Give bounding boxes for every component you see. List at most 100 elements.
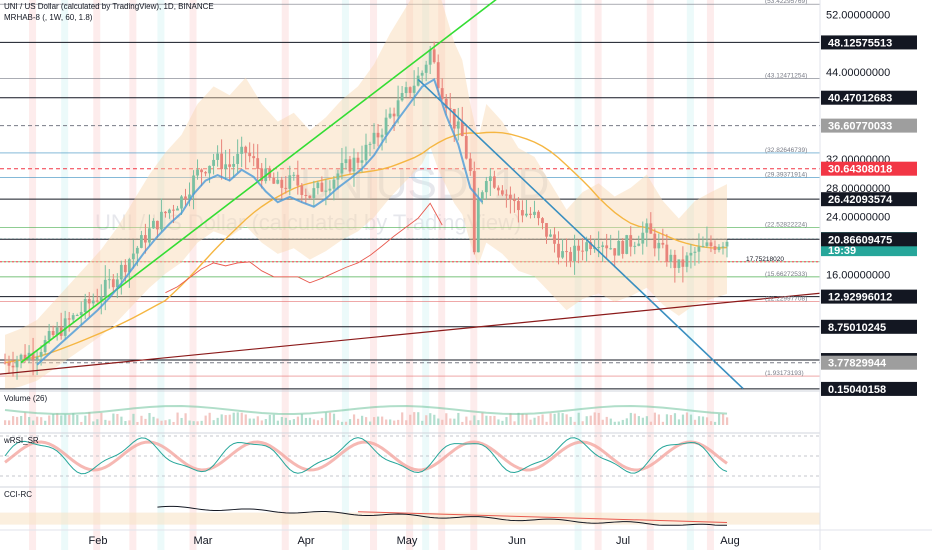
volume-bar: [316, 420, 320, 425]
candle-body: [533, 211, 536, 215]
x-tick-label: Aug: [720, 535, 740, 547]
candle-body: [621, 240, 625, 254]
volume-bar: [264, 419, 267, 425]
candle-body: [352, 157, 356, 172]
volume-bar: [701, 416, 705, 425]
volume-bar: [344, 421, 348, 425]
volume-bar: [276, 420, 279, 425]
candle-body: [340, 163, 344, 174]
candle-body: [91, 300, 95, 304]
volume-bar: [653, 412, 656, 425]
candle-body: [71, 315, 75, 320]
candle-body: [573, 245, 576, 262]
blue-step-line: [36, 77, 484, 366]
volume-bar: [381, 416, 384, 425]
candle-body: [364, 144, 368, 161]
volume-bar: [565, 414, 568, 425]
candle-body: [412, 85, 416, 93]
candle-body: [416, 75, 420, 86]
volume-bar: [513, 421, 516, 425]
volume-bar: [120, 416, 123, 425]
session-stripe: [29, 0, 37, 550]
volume-bar: [437, 418, 440, 425]
volume-bar: [340, 421, 344, 425]
candle-body: [480, 192, 484, 200]
volume-bar: [717, 413, 721, 425]
y-tick-label: 24.00000000: [826, 212, 890, 224]
volume-bar: [168, 419, 171, 425]
volume-bar: [533, 417, 536, 425]
volume-bar: [224, 415, 227, 425]
candle-body: [256, 158, 260, 169]
price-tag-box: [821, 118, 917, 133]
minor-level-label: (53.42295769): [765, 0, 807, 5]
candle-body: [304, 194, 308, 196]
volume-bar: [637, 416, 640, 425]
candle-body: [404, 87, 408, 93]
candle-body: [605, 245, 609, 249]
candle-body: [348, 159, 352, 172]
minor-level-label: (1.93173193): [765, 370, 804, 377]
volume-bar: [689, 414, 693, 425]
volume-bar: [256, 416, 259, 425]
candle-body: [220, 153, 223, 170]
session-stripe: [594, 0, 602, 550]
time-axis: Feb Mar Apr May Jun Jul Aug: [0, 529, 932, 547]
volume-bar: [393, 420, 396, 425]
volume-bar: [356, 418, 360, 425]
volume-bar: [156, 418, 159, 425]
x-tick-label: Jun: [508, 535, 526, 547]
volume-bar: [28, 416, 31, 425]
candle-body: [312, 188, 316, 198]
volume-bar: [405, 420, 408, 425]
cci-pane-label: CCI-RC: [4, 490, 32, 499]
candle-body: [192, 175, 195, 195]
candle-body: [11, 365, 15, 368]
candle-body: [152, 220, 155, 229]
candle-body: [67, 318, 71, 320]
volume-bar: [377, 416, 380, 425]
x-tick-label: Jul: [616, 535, 630, 547]
volume-bar: [36, 416, 39, 425]
candle-body: [143, 235, 147, 243]
candle-body: [701, 245, 705, 247]
candle-body: [601, 245, 605, 247]
volume-bar: [180, 417, 183, 425]
volume-bar: [196, 421, 199, 425]
candle-body: [557, 243, 560, 258]
volume-bar: [505, 417, 508, 425]
price-tag-text: 0.15040158: [828, 384, 886, 396]
candle-body: [673, 254, 677, 268]
volume-bar: [116, 413, 119, 425]
volume-bar: [240, 412, 243, 425]
session-stripe: [706, 0, 714, 550]
candle-body: [240, 146, 244, 154]
volume-bar: [709, 421, 713, 425]
candle-body: [87, 299, 91, 304]
volume-bar: [705, 417, 709, 425]
price-tag-text: 3.77829944: [828, 358, 887, 370]
candle-body: [344, 159, 348, 164]
candle-body: [119, 264, 123, 280]
candle-body: [19, 354, 23, 361]
candle-body: [428, 49, 432, 65]
session-stripe: [281, 0, 289, 550]
candle-body: [115, 279, 119, 288]
candle-body: [3, 362, 7, 364]
candle-body: [408, 87, 412, 93]
volume-bar: [56, 413, 59, 425]
x-tick-label: May: [397, 535, 418, 547]
volume-bar: [252, 418, 255, 425]
volume-bar: [541, 414, 544, 425]
candle-body: [653, 233, 657, 249]
candle-body: [63, 318, 67, 336]
volume-bar: [641, 417, 644, 425]
candle-body: [625, 235, 629, 254]
volume-bar: [589, 415, 592, 425]
volume-bar: [369, 421, 372, 425]
volume-bar: [212, 420, 215, 425]
candle-body: [545, 223, 548, 237]
volume-bar: [80, 421, 83, 425]
candle-body: [677, 259, 681, 268]
volume-bar: [525, 414, 528, 425]
